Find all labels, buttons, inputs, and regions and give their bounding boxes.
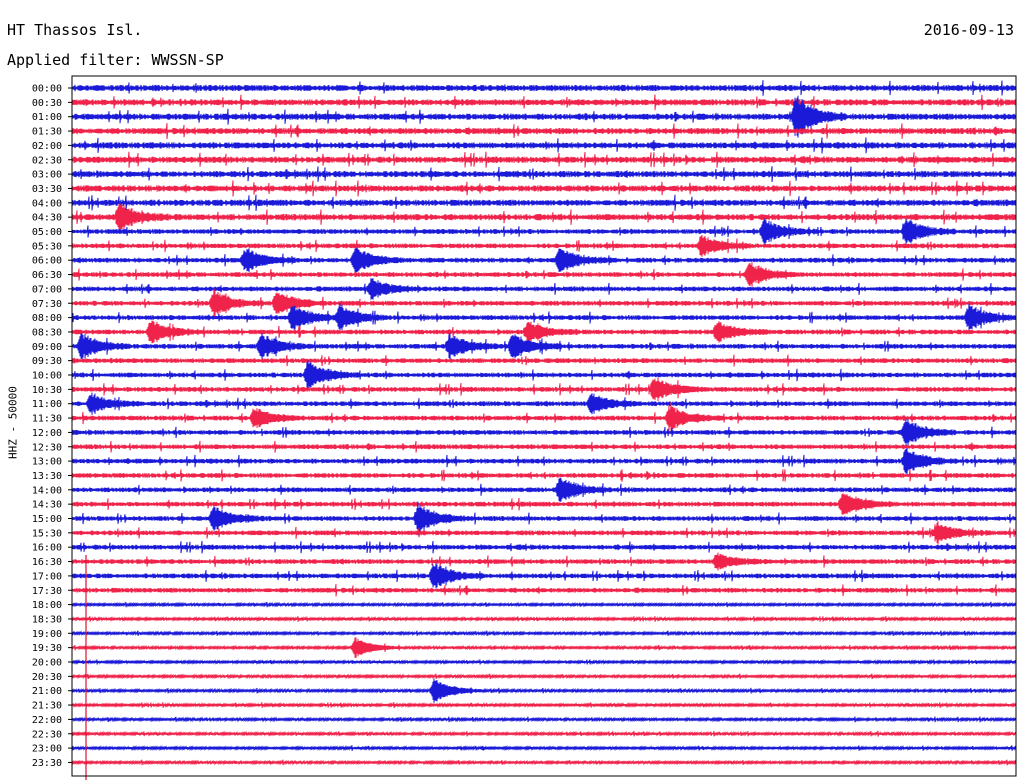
row-time-label: 10:30 [32, 385, 62, 396]
trace-row [71, 360, 1017, 390]
row-time-label: 12:30 [32, 442, 62, 453]
row-time-label: 07:00 [32, 284, 62, 295]
row-time-label: 19:00 [32, 629, 62, 640]
trace-row [71, 203, 1017, 231]
row-time-label: 23:30 [32, 758, 62, 769]
row-time-label: 18:00 [32, 600, 62, 611]
row-time-label: 04:30 [32, 213, 62, 224]
trace-row [71, 218, 1017, 245]
trace-row [71, 552, 1017, 571]
trace-row [71, 354, 1017, 367]
time-labels: 00:00 00:30 01:00 01:30 02:00 02:30 03:00 03:30… [32, 84, 62, 769]
row-time-label: 09:00 [32, 342, 62, 353]
row-time-label: 22:30 [32, 729, 62, 740]
row-time-label: 06:00 [32, 256, 62, 267]
row-time-label: 00:00 [32, 84, 62, 95]
row-time-label: 23:00 [32, 744, 62, 755]
trace-row [71, 180, 1017, 197]
plot-border [71, 75, 1017, 777]
trace-row [71, 278, 1017, 300]
trace-row [71, 563, 1017, 589]
row-time-label: 16:30 [32, 557, 62, 568]
row-time-label: 21:00 [32, 686, 62, 697]
trace-row [71, 540, 1017, 554]
row-time-label: 04:00 [32, 198, 62, 209]
trace-row [71, 194, 1017, 211]
trace-row [71, 377, 1017, 402]
row-time-label: 02:30 [32, 155, 62, 166]
trace-row [71, 80, 1017, 96]
row-time-label: 14:30 [32, 500, 62, 511]
trace-layer [71, 80, 1017, 780]
trace-row [71, 333, 1017, 360]
trace-row [71, 392, 1017, 415]
trace-row [71, 247, 1017, 274]
trace-row [71, 493, 1017, 515]
row-time-label: 00:30 [32, 98, 62, 109]
trace-row [71, 440, 1017, 453]
row-time-label: 07:30 [32, 299, 62, 310]
row-time-label: 06:30 [32, 270, 62, 281]
row-time-label: 17:00 [32, 571, 62, 582]
row-time-label: 01:30 [32, 127, 62, 138]
row-time-label: 15:00 [32, 514, 62, 525]
trace-row [71, 288, 1017, 319]
station-title: HT Thassos Isl. [7, 21, 143, 39]
row-time-label: 05:30 [32, 241, 62, 252]
trace-row [71, 448, 1017, 474]
trace-row [71, 123, 1017, 140]
row-time-label: 08:00 [32, 313, 62, 324]
row-time-label: 13:30 [32, 471, 62, 482]
trace-row [71, 137, 1017, 154]
trace-row [71, 95, 1017, 138]
row-time-label: 15:30 [32, 528, 62, 539]
trace-row [71, 262, 1017, 287]
row-time-label: 16:00 [32, 543, 62, 554]
row-time-label: 03:00 [32, 170, 62, 181]
trace-row [71, 469, 1017, 482]
row-time-label: 02:00 [32, 141, 62, 152]
row-time-label: 21:30 [32, 701, 62, 712]
trace-row [71, 320, 1017, 344]
row-time-label: 22:00 [32, 715, 62, 726]
row-time-label: 20:30 [32, 672, 62, 683]
row-time-label: 14:00 [32, 485, 62, 496]
row-time-label: 09:30 [32, 356, 62, 367]
trace-row [71, 419, 1017, 446]
trace-row [71, 521, 1017, 545]
row-time-label: 17:30 [32, 586, 62, 597]
plot-frame [68, 75, 1017, 777]
trace-row [71, 477, 1017, 502]
row-time-label: 11:30 [32, 414, 62, 425]
row-time-label: 19:30 [32, 643, 62, 654]
trace-row [71, 584, 1017, 597]
row-time-label: 12:00 [32, 428, 62, 439]
trace-row [71, 501, 1017, 536]
trace-row [71, 151, 1017, 168]
row-time-label: 10:00 [32, 371, 62, 382]
row-time-label: 01:00 [32, 112, 62, 123]
row-time-label: 05:00 [32, 227, 62, 238]
row-time-label: 18:30 [32, 614, 62, 625]
row-time-label: 20:00 [32, 658, 62, 669]
row-time-label: 11:00 [32, 399, 62, 410]
plot-date: 2016-09-13 [923, 21, 1014, 39]
row-time-label: 13:00 [32, 457, 62, 468]
trace-row [71, 401, 1017, 435]
row-time-label: 08:30 [32, 327, 62, 338]
filter-label: Applied filter: WWSSN-SP [7, 51, 224, 69]
trace-row [71, 166, 1017, 183]
row-time-label: 03:30 [32, 184, 62, 195]
trace-row [71, 94, 1017, 111]
trace-row [71, 303, 1017, 332]
trace-row [71, 234, 1017, 257]
